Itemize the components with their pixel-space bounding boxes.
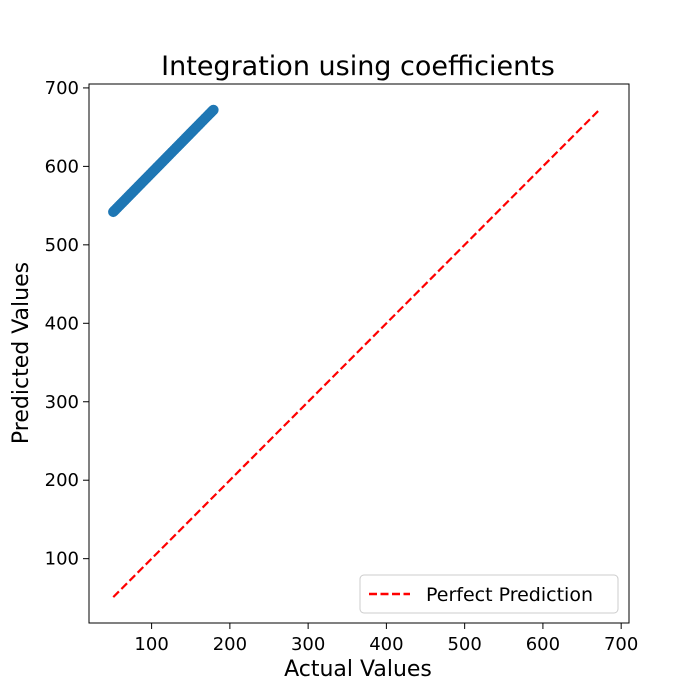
legend-box: [359, 574, 619, 614]
x-axis: 100 200 300 400 500 600 700: [134, 623, 638, 655]
x-tick-label: 600: [526, 634, 560, 655]
x-tick-label: 200: [213, 634, 247, 655]
y-tick-label: 600: [45, 156, 79, 177]
x-tick-label: 400: [369, 634, 403, 655]
x-tick-label: 100: [134, 634, 168, 655]
y-tick-label: 400: [45, 313, 79, 334]
y-tick-label: 300: [45, 392, 79, 413]
y-tick-label: 200: [45, 470, 79, 491]
x-tick-label: 300: [291, 634, 325, 655]
y-tick-label: 100: [45, 549, 79, 570]
x-tick-label: 500: [447, 634, 481, 655]
plot-area: [88, 83, 630, 624]
chart-title: Integration using coefficients: [161, 51, 555, 82]
x-tick-label: 700: [604, 634, 638, 655]
y-tick-label: 700: [45, 78, 79, 99]
scatter-series: [108, 104, 219, 218]
x-axis-label: Actual Values: [284, 657, 432, 682]
y-axis-label: Predicted Values: [9, 262, 34, 444]
y-axis: 100 200 300 400 500 600 700: [45, 78, 89, 570]
legend-label: Perfect Prediction: [426, 584, 593, 606]
legend: Perfect Prediction: [359, 574, 619, 614]
scatter-point: [208, 104, 219, 116]
y-tick-label: 500: [45, 235, 79, 256]
